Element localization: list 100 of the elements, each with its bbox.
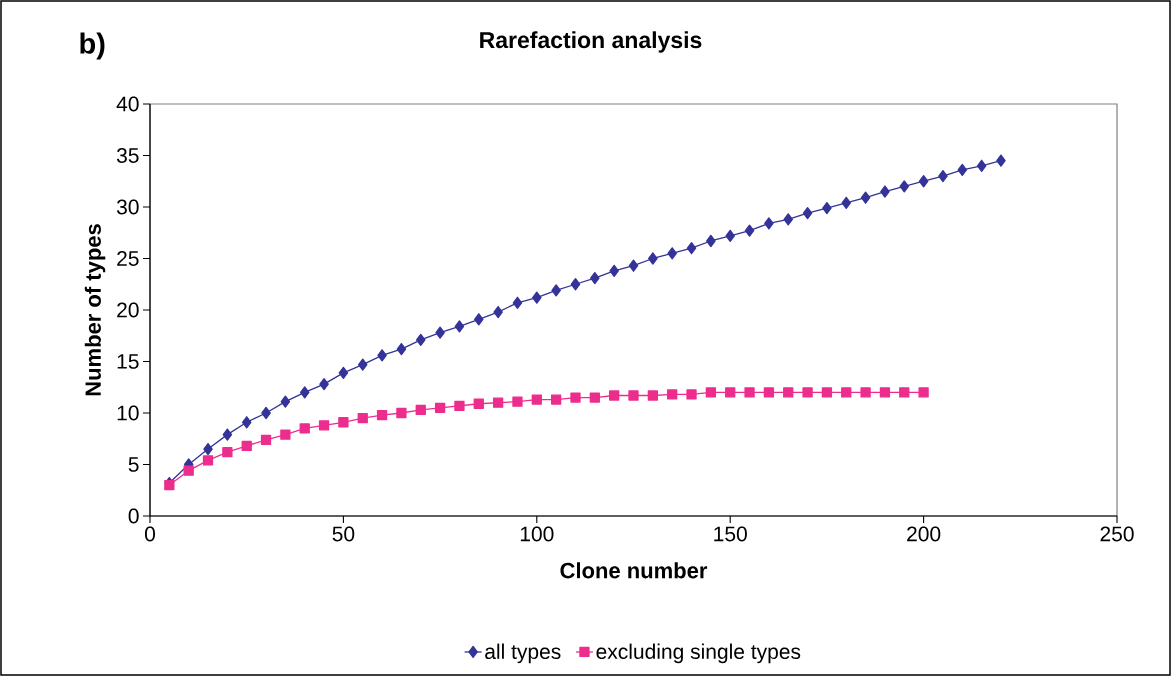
legend-label: excluding single types — [596, 643, 801, 664]
point — [241, 416, 252, 429]
point — [203, 442, 213, 456]
y-tick-label: 40 — [116, 96, 139, 112]
point — [319, 378, 329, 391]
point — [222, 428, 233, 441]
point — [434, 402, 446, 413]
y-tick-label: 20 — [117, 302, 139, 318]
point — [299, 386, 310, 399]
point — [648, 252, 658, 265]
point — [492, 397, 504, 408]
y-tick-label: 35 — [116, 148, 139, 163]
point — [222, 446, 233, 458]
point — [744, 387, 755, 398]
point — [783, 213, 793, 226]
point — [241, 440, 252, 452]
chart-title: Rarefaction analysis — [480, 31, 702, 53]
y-tick-label: 10 — [117, 405, 139, 421]
point — [338, 417, 349, 428]
point — [609, 390, 620, 401]
x-tick-label: 0 — [144, 526, 156, 542]
point — [899, 180, 910, 193]
point — [260, 434, 272, 445]
point — [550, 394, 562, 405]
point — [686, 242, 697, 255]
point — [899, 387, 910, 398]
point — [764, 217, 774, 230]
point — [822, 201, 832, 215]
point — [802, 387, 813, 398]
x-tick-label: 50 — [332, 526, 355, 542]
point — [338, 366, 349, 379]
point — [821, 387, 833, 398]
point — [454, 400, 465, 411]
point — [609, 264, 619, 278]
point — [918, 175, 929, 188]
text: b) — [80, 32, 105, 60]
y-tick-label: 15 — [117, 354, 139, 369]
legend-label: all types — [485, 643, 561, 664]
point — [628, 390, 639, 401]
x-tick-label: 200 — [907, 526, 941, 542]
point — [996, 154, 1006, 167]
point — [396, 342, 407, 356]
y-tick-label: 0 — [128, 508, 139, 524]
point — [261, 406, 271, 420]
point — [570, 278, 581, 291]
x-tick-label: 100 — [520, 526, 554, 542]
point — [590, 271, 600, 285]
point — [880, 185, 890, 198]
point — [667, 247, 677, 260]
y-tick-label: 25 — [117, 251, 139, 266]
x-tick-label: 150 — [714, 526, 747, 542]
point — [454, 320, 465, 333]
point — [280, 429, 291, 440]
point — [725, 229, 735, 242]
point — [357, 358, 368, 371]
point — [474, 313, 484, 326]
point — [531, 394, 542, 405]
point — [415, 404, 426, 416]
point — [918, 387, 929, 398]
point — [551, 284, 561, 297]
point — [763, 387, 775, 398]
point — [860, 387, 871, 398]
point — [589, 392, 600, 403]
point — [396, 407, 407, 419]
point — [841, 387, 852, 398]
x-tick-label: 250 — [1100, 526, 1134, 542]
point — [725, 387, 736, 398]
point — [879, 387, 891, 398]
point — [299, 423, 310, 434]
point — [318, 420, 330, 431]
point — [957, 163, 968, 177]
point — [532, 291, 542, 304]
point — [376, 409, 388, 421]
point — [841, 196, 852, 210]
point — [570, 392, 581, 403]
point — [802, 207, 813, 220]
point — [647, 390, 658, 401]
point — [280, 395, 291, 408]
point — [686, 389, 697, 400]
point — [435, 326, 445, 339]
point — [976, 159, 987, 172]
y-tick-label: 5 — [128, 457, 139, 472]
point — [706, 234, 716, 248]
point — [744, 224, 755, 237]
point — [705, 387, 717, 398]
point — [628, 259, 639, 272]
point — [512, 296, 523, 309]
point — [377, 349, 387, 362]
point — [202, 455, 214, 466]
point — [512, 396, 523, 407]
x-axis-title: Clone number — [560, 562, 708, 579]
point — [415, 333, 426, 347]
point — [667, 389, 678, 400]
point — [938, 169, 948, 183]
point — [783, 387, 794, 398]
point — [183, 465, 194, 476]
point — [860, 191, 871, 204]
point — [493, 305, 503, 319]
point — [473, 398, 484, 409]
y-axis-title: Number of types — [84, 224, 106, 396]
